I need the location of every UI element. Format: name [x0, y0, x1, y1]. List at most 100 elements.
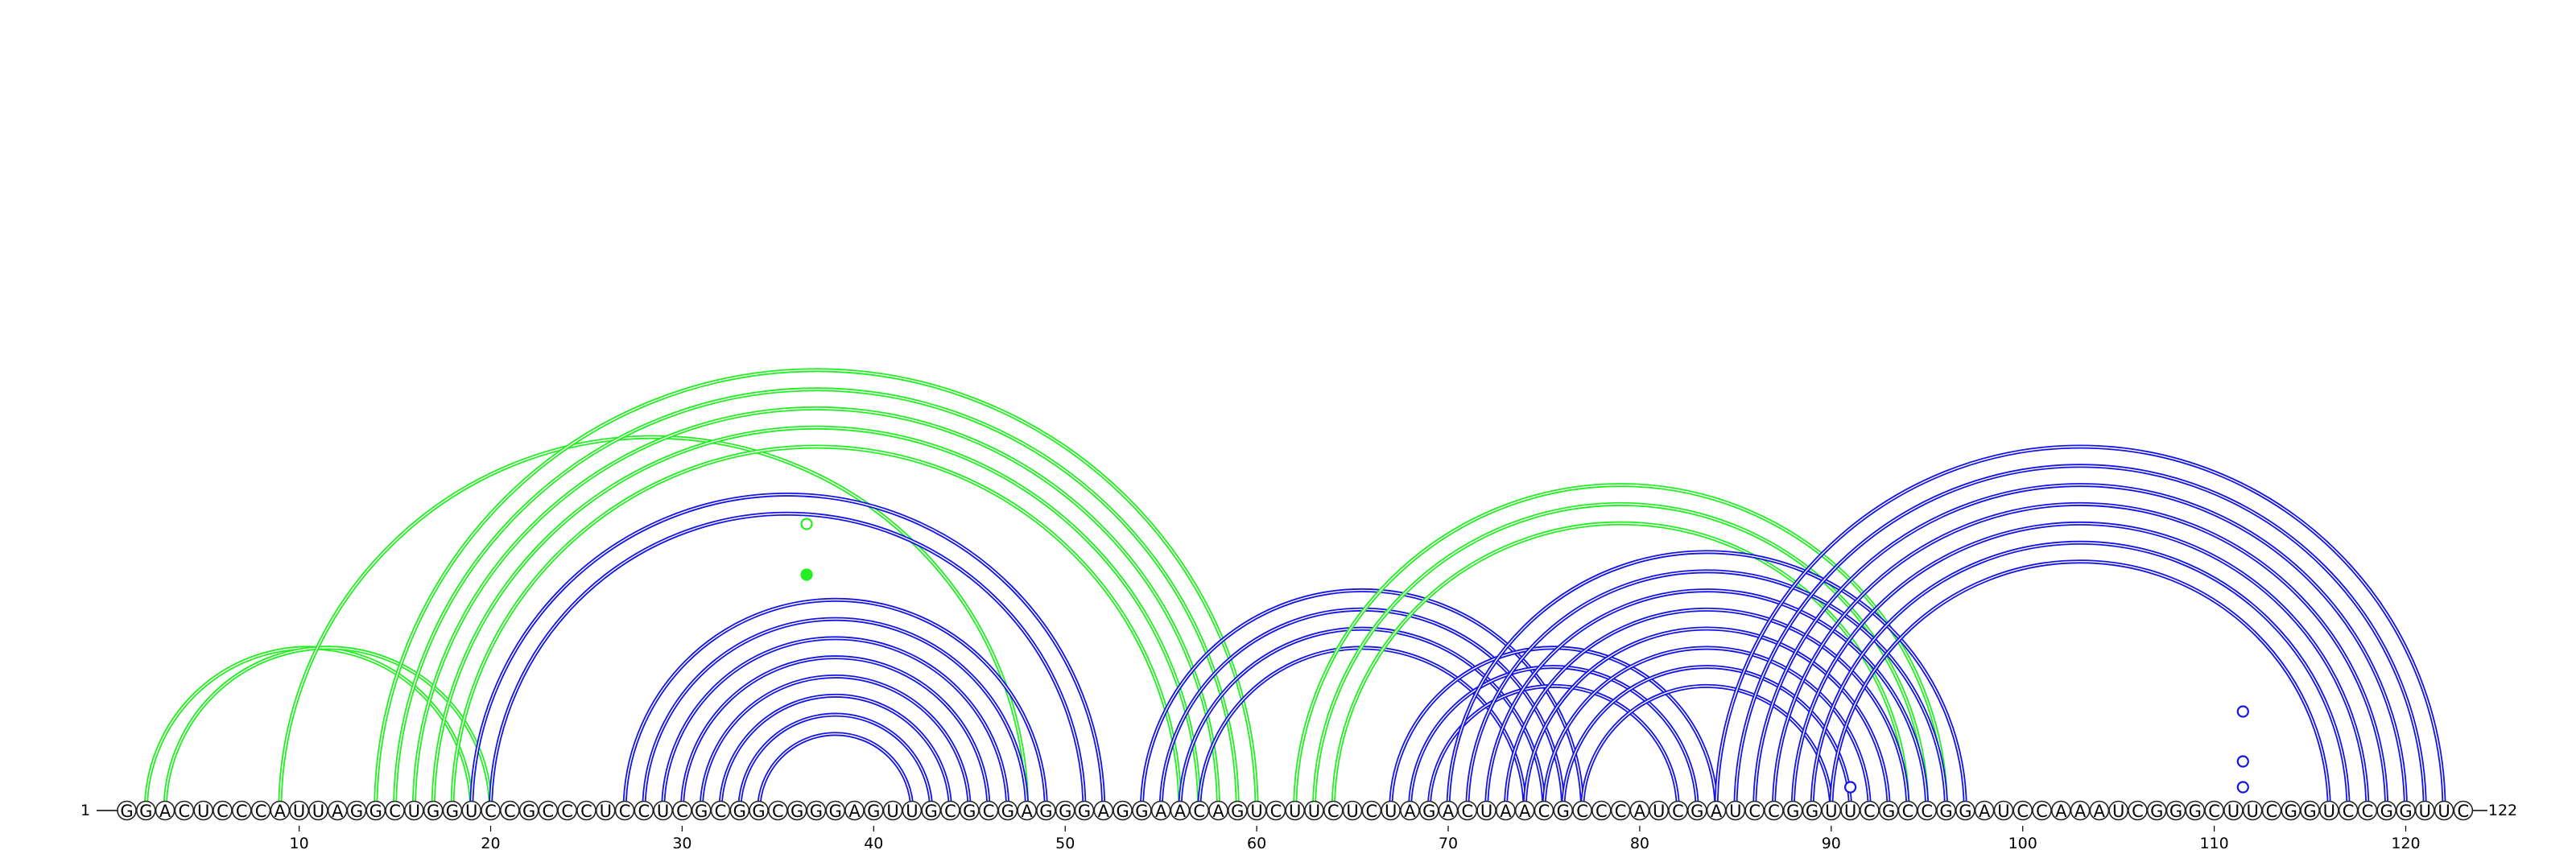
arc-gap-29-47	[662, 637, 1009, 811]
arc-gap-87-119	[1773, 503, 2388, 811]
nucleotide-letter: U	[1250, 802, 1262, 821]
nucleotide-51: G	[1074, 800, 1095, 821]
nucleotide-2: G	[135, 800, 156, 821]
arc-markers	[800, 518, 2249, 794]
arc-gap-31-45	[700, 675, 970, 811]
nucleotide-32: C	[710, 800, 731, 821]
nucleotide-10: U	[289, 800, 309, 821]
arc-gap-62-96	[1294, 484, 1947, 811]
arc-gap-33-43	[739, 714, 932, 811]
nucleotide-98: A	[1974, 800, 1995, 821]
nucleotide-87: C	[1764, 800, 1784, 821]
nucleotide-47: G	[997, 800, 1018, 821]
nucleotide-44: C	[940, 800, 960, 821]
nucleotide-letter: G	[829, 802, 842, 821]
nucleotide-8: C	[250, 800, 271, 821]
nucleotide-38: G	[825, 800, 846, 821]
nucleotide-64: C	[1323, 800, 1344, 821]
nucleotide-letter: G	[925, 802, 938, 821]
nucleotide-letter: C	[561, 802, 573, 821]
nucleotide-letter: U	[2247, 802, 2259, 821]
nucleotide-33: G	[729, 800, 750, 821]
arc-14-60	[374, 368, 1259, 811]
nucleotide-119: G	[2376, 800, 2397, 821]
arc-gap-28-48	[643, 618, 1028, 811]
nucleotide-71: C	[1457, 800, 1478, 821]
nucleotide-letter: C	[2343, 802, 2355, 821]
nucleotide-45: G	[959, 800, 980, 821]
nucleotide-21: C	[499, 800, 520, 821]
nucleotide-94: C	[1897, 800, 1918, 821]
nucleotide-letter: U	[1997, 802, 2009, 821]
arc-gap-30-46	[681, 657, 989, 811]
arc-19-52	[469, 493, 1106, 811]
nucleotide-letter: U	[1480, 802, 1492, 821]
nucleotide-82: C	[1668, 800, 1688, 821]
nucleotide-13: G	[346, 800, 367, 821]
arc-marker-2	[800, 568, 813, 581]
arc-gap-72-95	[1485, 589, 1928, 811]
nucleotide-102: A	[2050, 800, 2071, 821]
tick-label-30: 30	[672, 835, 691, 852]
nucleotide-74: A	[1514, 800, 1535, 821]
nucleotide-77: C	[1572, 800, 1592, 821]
nucleotide-letter: U	[197, 802, 209, 821]
tick-label-10: 10	[290, 835, 309, 852]
tick-label-70: 70	[1439, 835, 1458, 852]
nucleotide-letter: C	[1576, 802, 1588, 821]
nucleotide-23: C	[538, 800, 559, 821]
nucleotide-letter: C	[2208, 802, 2220, 821]
nucleotide-4: C	[174, 800, 195, 821]
nucleotide-70: A	[1438, 800, 1459, 821]
nucleotide-1: G	[117, 800, 137, 821]
nucleotide-58: A	[1208, 800, 1228, 821]
arc-gap-19-52	[471, 493, 1104, 811]
nucleotide-letter: U	[312, 802, 324, 821]
tick-label-40: 40	[864, 835, 883, 852]
arc-gap-74-93	[1524, 628, 1889, 811]
nucleotide-letter: G	[1059, 802, 1071, 821]
nucleotide-letter: C	[255, 802, 267, 821]
nucleotide-letter: A	[1979, 802, 1991, 821]
nucleotide-letter: G	[1422, 802, 1435, 821]
nucleotide-90: U	[1821, 800, 1842, 821]
nucleotide-letter: G	[733, 802, 746, 821]
nucleotide-57: C	[1189, 800, 1210, 821]
nucleotide-letter: A	[332, 802, 344, 821]
nucleotide-letter: G	[1116, 802, 1129, 821]
nucleotide-letter: A	[1711, 802, 1723, 821]
nucleotide-letter: G	[1078, 802, 1091, 821]
nucleotide-letter: C	[485, 802, 497, 821]
nucleotide-letter: U	[1385, 802, 1397, 821]
tick-label-80: 80	[1630, 835, 1649, 852]
nucleotide-letter: U	[1653, 802, 1665, 821]
nucleotide-letter: C	[1768, 802, 1780, 821]
nucleotide-96: G	[1936, 800, 1956, 821]
nucleotide-letter: C	[543, 802, 555, 821]
nucleotide-letter: G	[1806, 802, 1818, 821]
nucleotide-letter: A	[1155, 802, 1167, 821]
nucleotide-46: C	[978, 800, 999, 821]
nucleotide-113: C	[2261, 800, 2282, 821]
nucleotide-120: G	[2396, 800, 2416, 821]
arc-gap-73-94	[1505, 608, 1909, 811]
arc-gap-17-57	[432, 427, 1200, 811]
nucleotide-78: C	[1591, 800, 1612, 821]
nucleotide-letter: A	[1519, 802, 1531, 821]
nucleotide-letter: U	[906, 802, 918, 821]
nucleotide-108: G	[2165, 800, 2186, 821]
nucleotide-109: G	[2185, 800, 2206, 821]
tick-label-110: 110	[2199, 835, 2228, 852]
nucleotide-letter: C	[580, 802, 592, 821]
nucleotide-6: C	[213, 800, 233, 821]
arc-marker-5	[2236, 755, 2249, 768]
nucleotide-letter: G	[350, 802, 363, 821]
nucleotide-56: A	[1170, 800, 1191, 821]
nucleotide-68: A	[1400, 800, 1420, 821]
nucleotide-letter: G	[791, 802, 803, 821]
nucleotide-letter: U	[1844, 802, 1856, 821]
arc-gap-16-58	[413, 407, 1220, 811]
nucleotide-91: U	[1840, 800, 1860, 821]
nucleotide-letter: G	[1882, 802, 1895, 821]
nucleotide-letter: G	[2303, 802, 2316, 821]
